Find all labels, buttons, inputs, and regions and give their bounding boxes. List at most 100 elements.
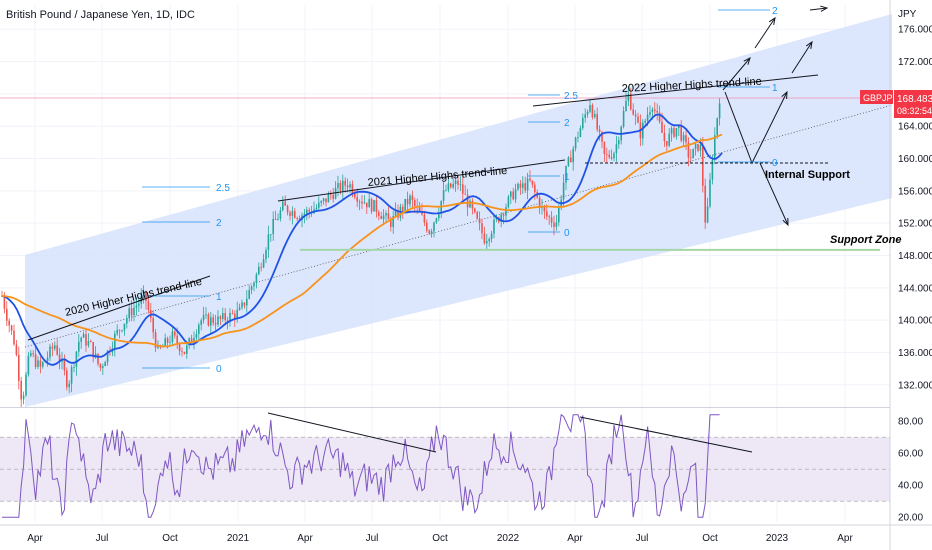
- arrow-up-top-head: [820, 5, 829, 12]
- candle-body: [289, 212, 291, 217]
- price-badge-countdown: 08:32:54: [897, 106, 932, 116]
- chart-title: British Pound / Japanese Yen, 1D, IDC: [6, 9, 195, 21]
- candle-body: [190, 338, 193, 342]
- candle-body: [114, 333, 116, 349]
- candle-body: [325, 198, 327, 203]
- candle-body: [274, 218, 277, 220]
- candle-body: [318, 202, 320, 208]
- candle-body: [538, 197, 541, 209]
- price-tick-label: 144.000: [898, 283, 932, 294]
- candle-body: [142, 291, 145, 297]
- candle-body: [651, 109, 654, 113]
- candle-body: [644, 120, 646, 123]
- candle-body: [534, 184, 536, 193]
- candle-body: [260, 266, 262, 268]
- candle-body: [392, 215, 394, 227]
- candle-body: [37, 360, 39, 367]
- candle-body: [531, 180, 534, 185]
- candle-body: [601, 131, 603, 142]
- candle-body: [438, 212, 440, 219]
- candle-body: [618, 140, 620, 145]
- candle-body: [246, 298, 248, 306]
- rsi-tick-label: 40.00: [898, 481, 923, 492]
- candle-body: [92, 342, 94, 358]
- candle-body: [502, 214, 505, 216]
- candle-body: [447, 183, 450, 191]
- candle-body: [622, 111, 625, 127]
- candle-body: [58, 354, 61, 362]
- candle-body: [555, 222, 558, 227]
- candle-body: [195, 333, 198, 338]
- candle-body: [344, 180, 346, 186]
- candle-body: [66, 370, 68, 388]
- candle-body: [678, 125, 680, 129]
- candle-body: [25, 374, 27, 396]
- candle-body: [106, 350, 109, 363]
- candle-body: [510, 191, 512, 197]
- candle-body: [306, 209, 308, 214]
- candle-body: [442, 190, 445, 201]
- candle-body: [90, 341, 92, 343]
- annotation-support-zone: Support Zone: [830, 234, 902, 246]
- arrow-dip-rebound-head: [781, 90, 788, 100]
- candle-body: [642, 122, 644, 139]
- rsi-band: [0, 436, 890, 502]
- time-tick-label: Jul: [366, 533, 379, 544]
- candle-body: [334, 187, 337, 199]
- candle-body: [61, 360, 63, 362]
- candle-body: [70, 367, 73, 384]
- candle-body: [546, 211, 548, 217]
- time-tick-label: Oct: [162, 533, 178, 544]
- symbol-badge-label: GBPJPY: [863, 93, 899, 103]
- candle-body: [303, 213, 306, 216]
- candle-body: [514, 189, 517, 200]
- candle-body: [147, 301, 150, 310]
- candle-body: [116, 329, 118, 334]
- arrow-dip-rebound: [724, 91, 788, 165]
- candle-body: [594, 114, 596, 118]
- candle-body: [394, 210, 397, 216]
- candle-body: [104, 362, 106, 367]
- candle-body: [596, 114, 598, 130]
- annotation-internal-support: Internal Support: [765, 169, 850, 181]
- candle-body: [222, 313, 224, 319]
- candle-body: [711, 159, 714, 180]
- candle-body: [241, 302, 243, 308]
- candle-body: [526, 178, 529, 191]
- candle-body: [320, 201, 322, 203]
- candle-body: [128, 308, 130, 319]
- candle-body: [3, 296, 6, 309]
- candle-body: [682, 135, 685, 141]
- candle-body: [553, 222, 555, 227]
- candle-body: [656, 110, 658, 113]
- candle-body: [584, 114, 586, 118]
- candle-body: [598, 129, 601, 132]
- candle-body: [615, 144, 618, 154]
- candle-body: [567, 157, 570, 166]
- price-tick-label: 152.000: [898, 219, 932, 230]
- candle-body: [356, 197, 358, 202]
- candle-body: [670, 128, 673, 134]
- candle-body: [380, 216, 382, 219]
- candle-body: [565, 165, 567, 183]
- candle-body: [572, 148, 574, 163]
- candle-body: [694, 143, 697, 149]
- candle-body: [205, 314, 207, 316]
- arrow-up-rebound: [791, 41, 813, 74]
- candle-body: [97, 353, 99, 364]
- candle-body: [174, 331, 176, 336]
- candle-body: [32, 353, 34, 355]
- candle-body: [207, 314, 210, 326]
- candle-body: [243, 302, 246, 306]
- price-badge: [894, 90, 932, 118]
- candle-body: [87, 341, 90, 346]
- price-badge-value: 168.483: [897, 94, 932, 105]
- candle-body: [198, 324, 200, 334]
- candle-body: [349, 184, 351, 188]
- time-tick-label: Apr: [837, 533, 853, 544]
- candle-body: [214, 323, 217, 325]
- candle-body: [613, 153, 615, 159]
- time-tick-label: Jul: [636, 533, 649, 544]
- time-tick-label: Oct: [432, 533, 448, 544]
- candle-body: [234, 313, 236, 319]
